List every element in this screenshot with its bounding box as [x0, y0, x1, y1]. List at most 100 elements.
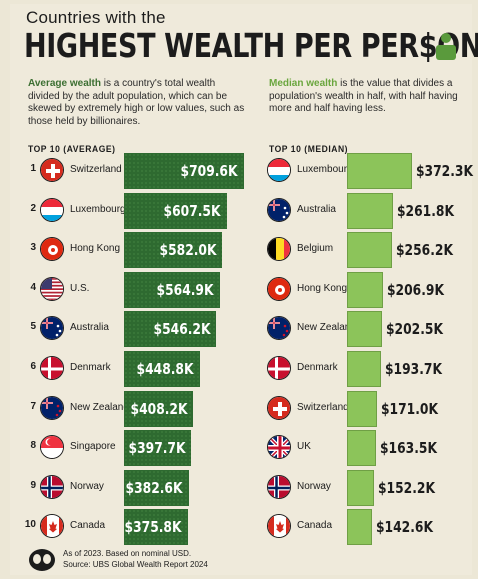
category-label: Hong Kong	[297, 283, 347, 294]
denmark-flag-icon	[40, 356, 64, 380]
category-label: U.S.	[70, 283, 89, 294]
average-term: Average wealth	[28, 78, 101, 89]
luxembourg-flag-icon	[267, 158, 291, 182]
norway-flag-icon	[267, 475, 291, 499]
category-label: Norway	[297, 481, 331, 492]
data-label: $202.5K	[386, 320, 443, 338]
chart-row-denmark: 6 Denmark $448.8K	[24, 351, 246, 387]
footer-source: Source: UBS Global Wealth Report 2024	[63, 560, 208, 571]
data-label: $171.0K	[381, 400, 438, 418]
bar-norway	[347, 470, 374, 506]
footer: As of 2023. Based on nominal USD. Source…	[63, 549, 208, 570]
uk-flag-icon	[267, 435, 291, 459]
data-label: $382.6K	[126, 479, 183, 497]
bar-new-zealand	[347, 311, 382, 347]
rank-label: 1	[24, 163, 36, 174]
chart-row-singapore: 8 Singapore $397.7K	[24, 430, 246, 466]
category-label: Canada	[297, 520, 332, 531]
us-flag-icon	[40, 277, 64, 301]
chart-row-luxembourg: 2 Luxembourg $607.5K	[24, 193, 246, 229]
canada-flag-icon	[267, 514, 291, 538]
chart-row-norway: 9 Norway $382.6K	[24, 470, 246, 506]
denmark-flag-icon	[267, 356, 291, 380]
luxembourg-flag-icon	[40, 198, 64, 222]
category-label: Norway	[70, 481, 104, 492]
bar-uk	[347, 430, 376, 466]
category-label: Australia	[297, 204, 336, 215]
chart-row-hong-kong: Hong Kong $206.9K	[267, 272, 467, 308]
belgium-flag-icon	[267, 237, 291, 261]
bar-belgium	[347, 232, 392, 268]
rank-label: 3	[24, 242, 36, 253]
singapore-flag-icon	[40, 435, 64, 459]
data-label: $372.3K	[416, 162, 473, 180]
switzerland-flag-icon	[40, 158, 64, 182]
chart-row-australia: Australia $261.8K	[267, 193, 467, 229]
chart-row-canada: 10 Canada $375.8K	[24, 509, 246, 545]
norway-flag-icon	[40, 475, 64, 499]
chart-row-u-s: 4 U.S. $564.9K	[24, 272, 246, 308]
person-icon	[434, 32, 458, 60]
category-label: New Zealand	[70, 402, 129, 413]
new-zealand-flag-icon	[40, 396, 64, 420]
chart-row-switzerland: Switzerland $171.0K	[267, 391, 467, 427]
category-label: Luxembourg	[297, 164, 353, 175]
data-label: $448.8K	[137, 360, 194, 378]
chart-row-australia: 5 Australia $546.2K	[24, 311, 246, 347]
rank-label: 5	[24, 321, 36, 332]
data-label: $152.2K	[378, 479, 435, 497]
australia-flag-icon	[267, 198, 291, 222]
rank-label: 8	[24, 440, 36, 451]
data-label: $582.0K	[159, 241, 216, 259]
category-label: Denmark	[70, 362, 111, 373]
switzerland-flag-icon	[267, 396, 291, 420]
data-label: $607.5K	[164, 202, 221, 220]
bar-switzerland	[347, 391, 377, 427]
chart-row-luxembourg: Luxembourg $372.3K	[267, 153, 467, 189]
category-label: Australia	[70, 322, 109, 333]
bar-australia	[347, 193, 393, 229]
rank-label: 6	[24, 361, 36, 372]
rank-label: 4	[24, 282, 36, 293]
chart-row-switzerland: 1 Switzerland $709.6K	[24, 153, 246, 189]
category-label: Denmark	[297, 362, 338, 373]
hong-kong-flag-icon	[267, 277, 291, 301]
rank-label: 9	[24, 480, 36, 491]
data-label: $709.6K	[181, 162, 238, 180]
category-label: Switzerland	[297, 402, 349, 413]
rank-label: 7	[24, 401, 36, 412]
footer-note: As of 2023. Based on nominal USD.	[63, 549, 208, 560]
category-label: Switzerland	[70, 164, 122, 175]
bar-canada	[347, 509, 372, 545]
data-label: $206.9K	[387, 281, 444, 299]
bar-hong-kong	[347, 272, 383, 308]
chart-row-belgium: Belgium $256.2K	[267, 232, 467, 268]
bar-denmark	[347, 351, 381, 387]
chart-row-denmark: Denmark $193.7K	[267, 351, 467, 387]
australia-flag-icon	[40, 316, 64, 340]
category-label: Belgium	[297, 243, 333, 254]
bar-luxembourg	[347, 153, 412, 189]
category-label: Hong Kong	[70, 243, 120, 254]
chart-row-canada: Canada $142.6K	[267, 509, 467, 545]
hong-kong-flag-icon	[40, 237, 64, 261]
visual-capitalist-logo-icon	[28, 548, 56, 572]
chart-row-new-zealand: New Zealand $202.5K	[267, 311, 467, 347]
data-label: $163.5K	[380, 439, 437, 457]
data-label: $397.7K	[128, 439, 185, 457]
chart-row-uk: UK $163.5K	[267, 430, 467, 466]
page-title: HIGHEST WEALTH PER PER$ON	[24, 26, 478, 65]
data-label: $261.8K	[397, 202, 454, 220]
chart-row-norway: Norway $152.2K	[267, 470, 467, 506]
category-label: Singapore	[70, 441, 116, 452]
data-label: $193.7K	[385, 360, 442, 378]
median-term: Median wealth	[269, 78, 337, 89]
canada-flag-icon	[40, 514, 64, 538]
chart-row-hong-kong: 3 Hong Kong $582.0K	[24, 232, 246, 268]
rank-label: 10	[24, 519, 36, 530]
data-label: $375.8K	[125, 518, 182, 536]
category-label: Canada	[70, 520, 105, 531]
data-label: $564.9K	[157, 281, 214, 299]
category-label: UK	[297, 441, 311, 452]
data-label: $256.2K	[396, 241, 453, 259]
